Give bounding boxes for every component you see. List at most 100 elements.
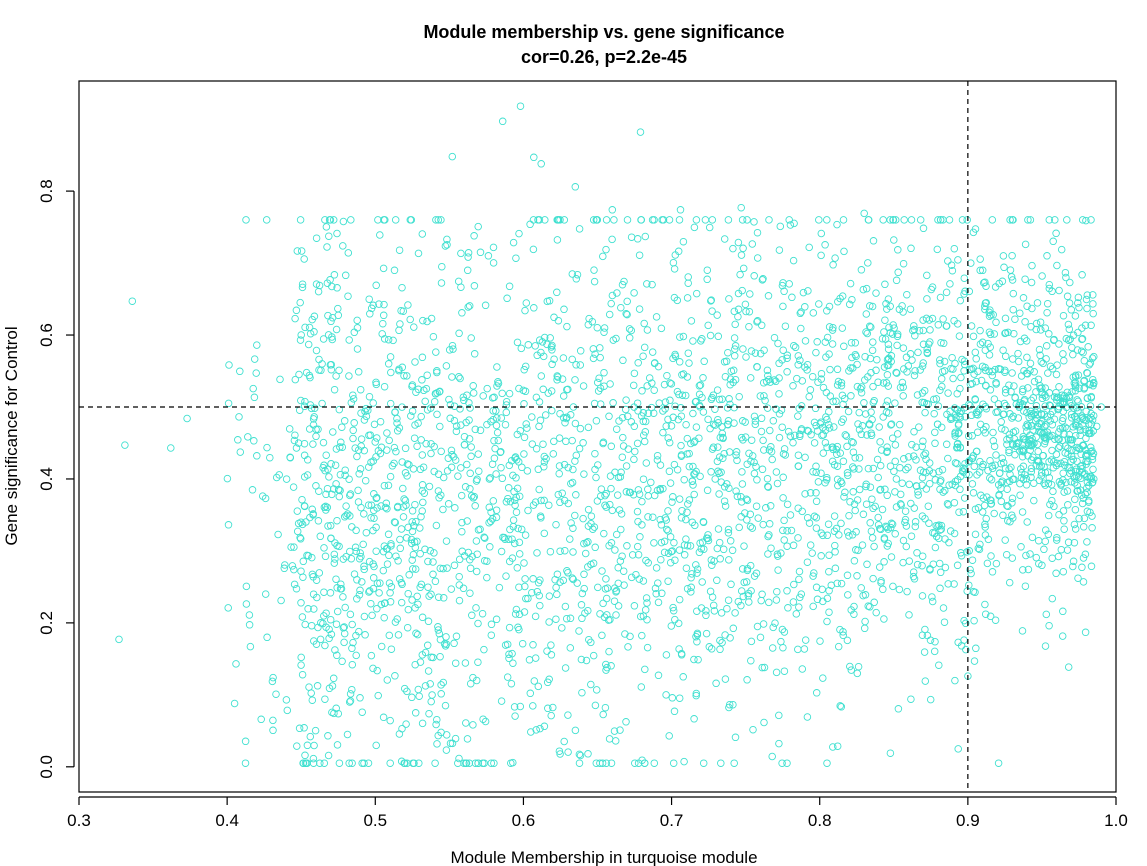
data-point	[1067, 410, 1076, 418]
data-point	[976, 340, 985, 348]
data-point	[526, 220, 534, 229]
data-point	[675, 694, 684, 702]
data-point	[764, 532, 772, 541]
data-point	[783, 354, 791, 362]
data-point	[1041, 324, 1050, 332]
data-point	[568, 478, 577, 487]
data-point	[1090, 475, 1098, 483]
data-point	[515, 550, 524, 558]
data-point	[656, 515, 664, 524]
data-point	[851, 339, 860, 347]
data-point	[520, 450, 528, 458]
data-point	[700, 545, 708, 553]
data-point	[666, 379, 674, 387]
data-point	[530, 304, 538, 312]
data-point	[862, 284, 871, 293]
data-point	[510, 539, 519, 548]
data-point	[904, 453, 913, 461]
data-point	[775, 246, 784, 254]
data-point	[1041, 468, 1050, 477]
data-point	[614, 563, 622, 572]
data-point	[723, 604, 731, 613]
data-point	[1040, 410, 1048, 419]
data-point	[1023, 408, 1031, 417]
data-point	[520, 433, 529, 442]
data-point	[867, 323, 875, 331]
data-point	[899, 392, 907, 400]
data-point	[794, 361, 802, 369]
data-point	[695, 401, 704, 410]
data-point	[911, 522, 920, 531]
data-point	[411, 565, 420, 573]
data-point	[556, 498, 564, 507]
data-point	[1083, 394, 1092, 402]
data-point	[800, 645, 809, 653]
data-point	[884, 539, 892, 548]
data-point	[599, 599, 607, 608]
data-point	[1001, 389, 1010, 397]
data-point	[564, 711, 572, 719]
data-point	[572, 361, 580, 369]
data-point	[797, 426, 806, 434]
data-point	[595, 374, 603, 382]
data-point	[986, 386, 995, 394]
data-point	[332, 704, 340, 713]
data-point	[708, 307, 716, 315]
data-point	[521, 387, 530, 396]
data-point	[968, 480, 977, 488]
data-point	[796, 309, 805, 318]
data-point	[866, 302, 874, 310]
data-point	[1088, 354, 1097, 362]
data-point	[1066, 436, 1075, 444]
data-point	[511, 610, 520, 618]
data-point	[375, 300, 383, 308]
data-point	[549, 450, 558, 458]
data-point	[579, 514, 587, 523]
data-point	[867, 429, 875, 437]
data-point	[737, 587, 746, 595]
data-point	[1059, 567, 1068, 576]
data-point	[1020, 435, 1029, 443]
data-point	[878, 505, 887, 514]
data-point	[684, 349, 693, 357]
y-tick-label: 0.6	[37, 323, 56, 347]
data-point	[866, 603, 874, 611]
data-point	[466, 404, 474, 412]
data-point	[709, 420, 718, 429]
data-point	[675, 358, 684, 366]
data-point	[447, 463, 456, 472]
data-point	[1071, 386, 1080, 395]
data-point	[1045, 474, 1054, 482]
data-point	[396, 535, 404, 544]
data-point	[520, 559, 528, 567]
data-point	[503, 673, 512, 681]
data-point	[387, 645, 396, 653]
data-point	[457, 283, 465, 291]
data-point	[409, 465, 418, 473]
data-point	[307, 404, 316, 413]
data-point	[736, 270, 744, 279]
data-point	[759, 436, 767, 445]
data-point	[1040, 439, 1049, 448]
data-point	[941, 535, 949, 543]
data-point	[635, 251, 644, 259]
data-point	[817, 229, 826, 238]
data-point	[887, 519, 896, 528]
data-point	[911, 518, 920, 526]
data-point	[739, 345, 747, 353]
data-point	[547, 343, 556, 351]
data-point	[335, 405, 344, 414]
data-point	[1048, 446, 1056, 455]
data-point	[849, 488, 857, 496]
data-point	[708, 216, 717, 224]
data-point	[430, 467, 438, 476]
data-point	[555, 469, 563, 478]
data-point	[658, 589, 666, 598]
data-point	[772, 468, 781, 476]
data-point	[528, 588, 536, 597]
data-point	[751, 420, 760, 429]
data-point	[1063, 546, 1072, 554]
data-point	[573, 579, 581, 587]
data-point	[937, 423, 946, 432]
data-point	[316, 532, 325, 541]
